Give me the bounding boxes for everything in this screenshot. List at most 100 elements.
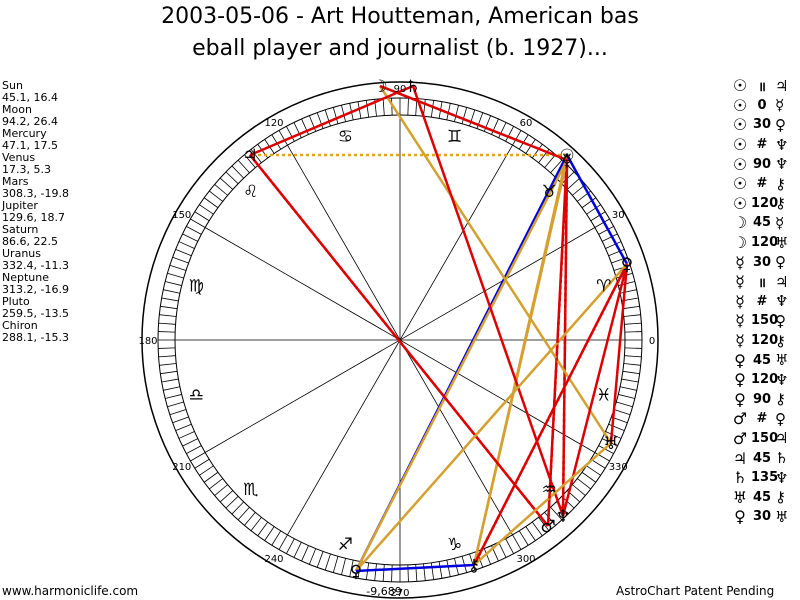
aspect-line-mercury-neptune (561, 159, 569, 517)
aspect-planet1-icon: ☿ (735, 272, 745, 292)
planet-position-moon: 94.2, 26.4 (2, 115, 58, 128)
degree-tick (531, 143, 543, 159)
degree-tick (163, 289, 180, 294)
degree-tick (225, 171, 239, 184)
aspect-line-mercury-chiron (472, 159, 569, 566)
aspect-planet2-icon: ⚷ (775, 390, 786, 409)
degree-tick (214, 484, 228, 496)
degree-tick (538, 517, 550, 531)
footer-patent: AstroChart Patent Pending (616, 584, 775, 598)
aspect-row: ☉ 90 ♆ (729, 154, 789, 174)
planet-position-uranus: 332.4, -11.3 (2, 259, 69, 272)
aspect-planet1-icon: ♀ (734, 507, 746, 527)
sign-glyph-icon: ♐ (338, 535, 353, 555)
degree-tick (159, 314, 177, 317)
footer-website: www.harmoniclife.com (2, 584, 139, 598)
aspect-list: ☉ ॥ ♃ ☉ 0 ☿ ☉ 30 ♀ ☉ # ♆ ☉ 90 ♆ ☉ # ⚷ ☉ 120 ⚷ ☽ 45 ☿ ☽ 120 ♅ ☿ 30 ♀ ☿ ॥… (729, 76, 789, 527)
degree-tick (190, 452, 206, 462)
degree-tick (461, 107, 468, 124)
aspect-planet1-icon: ☉ (732, 154, 748, 174)
aspect-lines (249, 84, 629, 573)
sign-glyph-icon: ♏ (243, 480, 258, 500)
aspect-planet2-icon: ♅ (775, 351, 789, 370)
degree-tick (178, 241, 195, 249)
planet-name-pluto: Pluto (2, 295, 30, 308)
degree-tick (550, 506, 563, 521)
degree-tick (624, 355, 642, 358)
planet-name-mercury: Mercury (2, 127, 47, 140)
aspect-planet1-icon: ♅ (732, 487, 748, 507)
sign-glyph-icon: ♍ (189, 276, 204, 296)
degree-tick (186, 445, 202, 454)
aspect-row: ♅ 45 ⚷ (729, 487, 788, 507)
degree-tick (190, 218, 206, 228)
mars-icon: ♂ (540, 517, 555, 537)
aspect-planet1-icon: ♀ (734, 389, 746, 409)
degree-tick (525, 526, 536, 541)
degree-tick (590, 211, 606, 222)
aspect-symbol: 150 (751, 313, 779, 329)
degree-tick (324, 553, 331, 571)
aspect-row: ♀ 45 ♅ (729, 350, 788, 370)
sun-icon: ☉ (559, 146, 574, 166)
degree-tick (544, 154, 556, 168)
degree-tick (430, 562, 435, 580)
degree-tick (382, 564, 385, 582)
degree-tick (160, 370, 178, 375)
degree-tick (199, 465, 214, 476)
aspect-planet2-icon: ⚷ (775, 174, 786, 193)
aspect-line-uranus-chiron (473, 442, 612, 566)
degree-label-180: 180 (138, 336, 157, 347)
degree-tick (531, 521, 543, 537)
planet-name-jupiter: Jupiter (2, 199, 38, 212)
degree-tick (316, 112, 324, 129)
aspect-planet2-icon: ⚷ (775, 488, 786, 507)
saturn-icon: ♄ (405, 77, 420, 97)
degree-tick (469, 553, 476, 571)
aspect-row: ☉ 0 ☿ (729, 96, 788, 116)
degree-tick (271, 530, 282, 546)
degree-tick (586, 465, 601, 476)
planet-name-saturn: Saturn (2, 223, 39, 236)
degree-tick (498, 542, 507, 558)
aspect-row: ♀ 90 ⚷ (729, 390, 788, 410)
aspect-row: ♀ 120 ♆ (729, 370, 788, 390)
degree-tick (598, 445, 614, 454)
pluto-icon: ♀ (350, 562, 362, 582)
degree-tick (231, 501, 244, 515)
degree-tick (169, 264, 187, 271)
degree-label-150: 150 (172, 210, 191, 221)
degree-tick (577, 478, 591, 490)
aspect-planet2-icon: ♅ (775, 233, 789, 252)
degree-tick (324, 109, 331, 127)
aspect-line-venus-uranus (609, 263, 629, 444)
sign-glyph-icon: ♓ (596, 386, 611, 406)
degree-tick (605, 241, 622, 249)
degree-tick (407, 98, 409, 116)
aspect-planet2-icon: ♀ (775, 311, 786, 330)
aspect-row: ☿ 150 ♀ (729, 311, 788, 331)
degree-label-60: 60 (520, 118, 533, 129)
aspect-planet2-icon: ♆ (775, 155, 789, 174)
aspect-symbol: 45 (752, 352, 772, 368)
aspect-symbol: 30 (752, 509, 772, 525)
degree-label-90: 90 (394, 84, 407, 95)
degree-tick (286, 126, 295, 142)
planet-name-neptune: Neptune (2, 271, 50, 284)
aspect-symbol: 120 (751, 333, 779, 349)
degree-tick (172, 416, 189, 424)
degree-label-0: 0 (649, 336, 655, 347)
degree-tick (209, 190, 223, 202)
degree-tick (167, 272, 184, 279)
degree-tick (498, 122, 507, 138)
aspect-planet1-icon: ☿ (735, 252, 745, 272)
degree-tick (446, 560, 451, 577)
aspect-row: ☉ 30 ♀ (729, 115, 788, 135)
degree-tick (172, 256, 189, 264)
degree-tick (349, 560, 354, 577)
degree-label-300: 300 (516, 554, 535, 565)
degree-tick (622, 305, 640, 310)
aspect-planet2-icon: ♆ (775, 468, 789, 487)
degree-label-30: 30 (612, 210, 625, 221)
aspect-row: ♂ # ♀ (729, 409, 788, 429)
